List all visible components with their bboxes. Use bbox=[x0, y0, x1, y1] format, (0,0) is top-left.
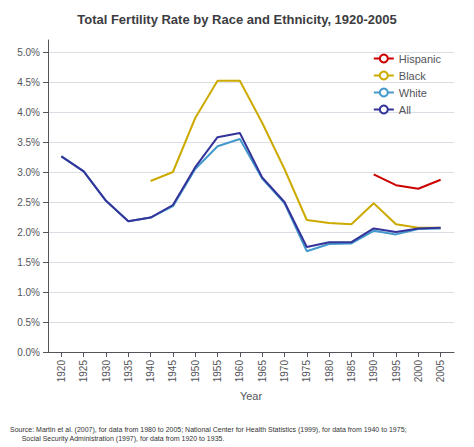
svg-text:1955: 1955 bbox=[212, 360, 223, 383]
svg-text:All: All bbox=[399, 104, 411, 116]
svg-text:Hispanic: Hispanic bbox=[399, 53, 442, 65]
svg-text:0.5%: 0.5% bbox=[17, 317, 40, 328]
svg-text:Black: Black bbox=[399, 70, 426, 82]
svg-text:Total Fertility Rate by Race a: Total Fertility Rate by Race and Ethnici… bbox=[77, 12, 397, 27]
svg-text:1960: 1960 bbox=[234, 360, 245, 383]
svg-text:1985: 1985 bbox=[346, 360, 357, 383]
svg-text:1970: 1970 bbox=[279, 360, 290, 383]
svg-text:1965: 1965 bbox=[257, 360, 268, 383]
svg-text:1980: 1980 bbox=[324, 360, 335, 383]
svg-text:1.5%: 1.5% bbox=[17, 257, 40, 268]
svg-text:1935: 1935 bbox=[123, 360, 134, 383]
svg-text:1995: 1995 bbox=[391, 360, 402, 383]
svg-text:2.5%: 2.5% bbox=[17, 197, 40, 208]
svg-text:Year: Year bbox=[240, 390, 263, 402]
svg-text:Social Security Administration: Social Security Administration (1997), f… bbox=[10, 435, 224, 443]
svg-text:1940: 1940 bbox=[145, 360, 156, 383]
svg-text:1930: 1930 bbox=[101, 360, 112, 383]
svg-text:1950: 1950 bbox=[190, 360, 201, 383]
svg-text:1925: 1925 bbox=[78, 360, 89, 383]
svg-text:2.0%: 2.0% bbox=[17, 227, 40, 238]
svg-text:4.5%: 4.5% bbox=[17, 77, 40, 88]
svg-text:Source: Martin et al. (2007),: Source: Martin et al. (2007), for data f… bbox=[10, 426, 407, 434]
svg-text:5.0%: 5.0% bbox=[17, 47, 40, 58]
svg-text:White: White bbox=[399, 87, 427, 99]
svg-text:3.0%: 3.0% bbox=[17, 167, 40, 178]
svg-text:4.0%: 4.0% bbox=[17, 107, 40, 118]
svg-text:2005: 2005 bbox=[435, 360, 446, 383]
svg-text:0.0%: 0.0% bbox=[17, 347, 40, 358]
svg-text:1990: 1990 bbox=[368, 360, 379, 383]
svg-text:1945: 1945 bbox=[167, 360, 178, 383]
svg-text:1975: 1975 bbox=[301, 360, 312, 383]
svg-text:1.0%: 1.0% bbox=[17, 287, 40, 298]
svg-text:1920: 1920 bbox=[56, 360, 67, 383]
svg-text:2000: 2000 bbox=[413, 360, 424, 383]
svg-text:3.5%: 3.5% bbox=[17, 137, 40, 148]
